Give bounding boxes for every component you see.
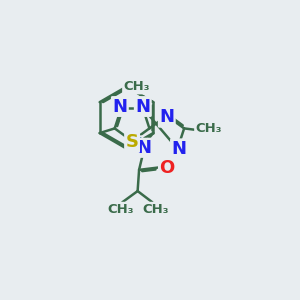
Text: CH₃: CH₃	[123, 80, 150, 93]
Text: N: N	[159, 108, 174, 126]
Text: N: N	[172, 140, 187, 158]
Text: N: N	[135, 98, 150, 116]
Text: N: N	[136, 139, 151, 157]
Text: CH₃: CH₃	[142, 203, 169, 216]
Text: O: O	[159, 158, 175, 176]
Text: CH₃: CH₃	[195, 122, 222, 136]
Text: H: H	[127, 136, 142, 154]
Text: CH₃: CH₃	[108, 203, 134, 216]
Text: S: S	[126, 134, 139, 152]
Text: N: N	[112, 98, 128, 116]
